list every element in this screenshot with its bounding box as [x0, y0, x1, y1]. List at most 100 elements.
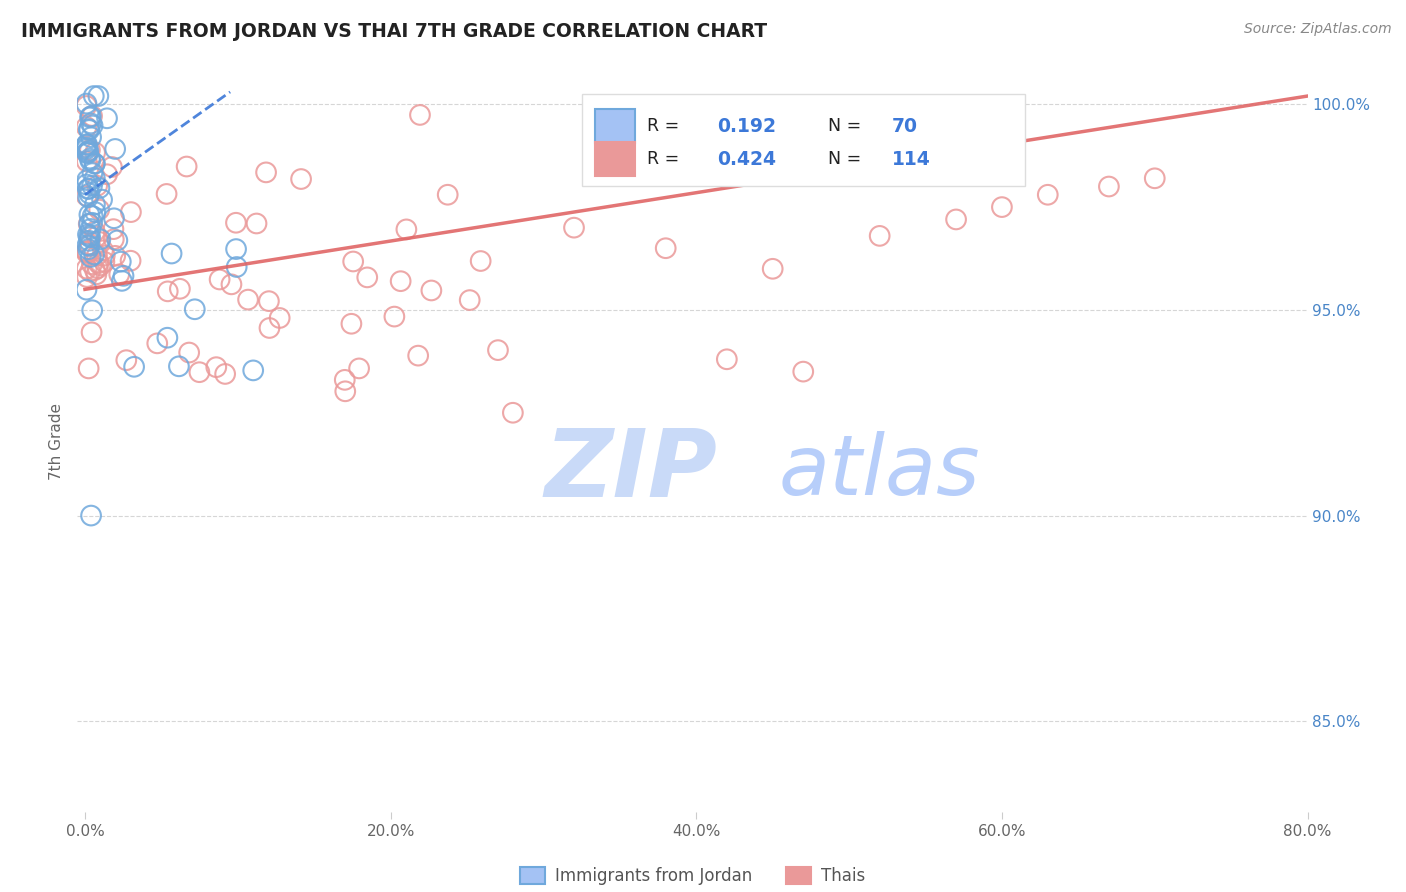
Point [94, 248, 117, 262]
Point [420, 284, 443, 298]
FancyBboxPatch shape [595, 143, 634, 177]
Point [104, 249, 127, 263]
Point [76, 189, 98, 203]
Point [208, 272, 231, 286]
Point [112, 268, 135, 283]
Point [86, 248, 108, 262]
Text: atlas: atlas [779, 431, 980, 512]
Point [115, 353, 138, 368]
Point [76, 99, 98, 113]
Point [87, 89, 110, 103]
Point [77, 234, 100, 248]
Point [356, 270, 378, 285]
Point [77, 361, 100, 376]
Point [184, 302, 207, 317]
Point [96, 167, 118, 181]
Point [76, 145, 98, 159]
Point [76, 173, 98, 187]
Point [1143, 171, 1166, 186]
Point [76, 145, 98, 160]
Text: IMMIGRANTS FROM JORDAN VS THAI 7TH GRADE CORRELATION CHART: IMMIGRANTS FROM JORDAN VS THAI 7TH GRADE… [21, 22, 768, 41]
Point [1098, 179, 1121, 194]
Point [77, 227, 100, 242]
Point [76, 283, 98, 297]
Point [335, 384, 357, 399]
Point [76, 137, 98, 152]
Point [945, 212, 967, 227]
Point [103, 222, 125, 236]
Point [470, 254, 492, 268]
Point [76, 270, 98, 285]
Point [110, 254, 132, 268]
Point [89, 202, 111, 217]
Point [436, 187, 458, 202]
Point [86, 268, 108, 282]
Text: ZIP: ZIP [546, 425, 717, 517]
Point [160, 246, 183, 260]
Point [79, 111, 101, 125]
Point [76, 245, 98, 260]
Point [236, 293, 259, 307]
Point [82, 303, 104, 318]
Point [76, 182, 98, 196]
Point [84, 145, 107, 160]
Point [77, 144, 100, 158]
Text: R =: R = [647, 117, 679, 136]
Point [269, 310, 291, 325]
Point [77, 229, 100, 244]
Point [83, 157, 105, 171]
Point [87, 256, 110, 270]
Point [76, 140, 98, 154]
FancyBboxPatch shape [582, 94, 1025, 186]
Point [409, 108, 432, 122]
Point [76, 142, 98, 156]
Point [716, 352, 738, 367]
Point [176, 160, 198, 174]
Point [83, 263, 105, 277]
Point [214, 367, 236, 381]
Point [87, 261, 110, 276]
Point [382, 310, 405, 324]
Point [104, 142, 127, 156]
Text: 114: 114 [891, 150, 931, 169]
Point [254, 165, 277, 179]
Point [83, 156, 105, 170]
Point [105, 234, 128, 248]
Point [389, 274, 412, 288]
Point [76, 96, 98, 111]
Point [259, 321, 281, 335]
Point [762, 261, 785, 276]
Point [77, 242, 100, 256]
Point [96, 112, 118, 126]
Point [869, 228, 891, 243]
Point [103, 211, 125, 226]
Point [242, 363, 264, 377]
Point [79, 222, 101, 236]
Point [76, 244, 98, 259]
Legend: Immigrants from Jordan, Thais: Immigrants from Jordan, Thais [520, 867, 865, 885]
Point [80, 110, 103, 124]
Point [80, 109, 103, 123]
Point [225, 216, 247, 230]
Point [76, 178, 98, 192]
Point [77, 190, 100, 204]
Text: N =: N = [828, 151, 860, 169]
Point [80, 508, 103, 523]
Point [77, 122, 100, 136]
Point [79, 143, 101, 157]
Point [340, 317, 363, 331]
Point [93, 255, 115, 269]
Point [156, 331, 179, 345]
Point [77, 146, 100, 161]
Point [76, 154, 98, 169]
Point [120, 253, 142, 268]
Point [122, 359, 145, 374]
Point [80, 116, 103, 130]
Point [83, 171, 105, 186]
Point [502, 406, 524, 420]
Point [108, 268, 131, 282]
Point [225, 242, 247, 256]
Point [84, 197, 107, 211]
Point [82, 209, 104, 223]
Point [225, 260, 247, 274]
